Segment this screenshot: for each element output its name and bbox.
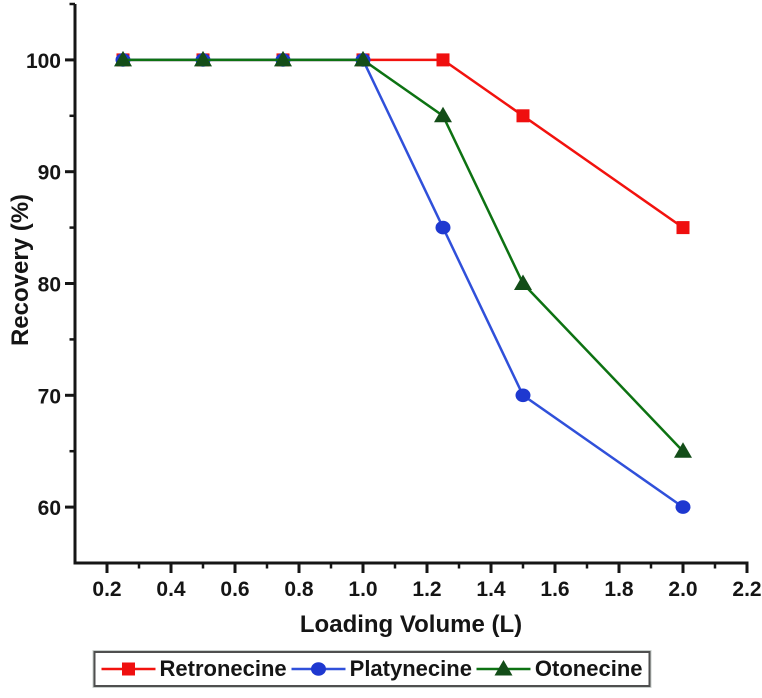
svg-text:70: 70 <box>38 385 61 408</box>
legend-item-otonecine: Otonecine <box>476 656 643 682</box>
svg-text:100: 100 <box>26 50 61 73</box>
legend-label-otonecine: Otonecine <box>534 656 643 681</box>
x-axis-title: Loading Volume (L) <box>299 611 523 638</box>
svg-text:1.6: 1.6 <box>540 578 569 601</box>
legend-label-platynecine: Platynecine <box>349 656 472 681</box>
svg-text:0.8: 0.8 <box>284 578 314 601</box>
svg-text:0.4: 0.4 <box>156 578 186 601</box>
svg-text:60: 60 <box>38 497 61 520</box>
legend-item-platynecine: Platynecine <box>291 656 472 682</box>
legend-label-retronecine: Retronecine <box>159 656 287 681</box>
svg-text:1.2: 1.2 <box>412 578 441 601</box>
legend-item-retronecine: Retronecine <box>101 656 287 682</box>
legend: Retronecine Platynecine Otonecine <box>93 651 651 687</box>
svg-text:1.4: 1.4 <box>476 578 506 601</box>
platynecine-circle-marker-icon <box>291 662 346 676</box>
svg-text:80: 80 <box>38 274 61 297</box>
svg-text:2.2: 2.2 <box>732 578 761 601</box>
svg-text:0.6: 0.6 <box>220 578 249 601</box>
svg-text:1.8: 1.8 <box>604 578 634 601</box>
otonecine-triangle-marker-icon <box>476 660 531 676</box>
retronecine-square-marker-icon <box>101 662 156 676</box>
y-axis-title: Recovery (%) <box>7 193 34 347</box>
svg-text:0.2: 0.2 <box>92 578 121 601</box>
svg-text:2.0: 2.0 <box>668 578 697 601</box>
svg-text:90: 90 <box>38 162 61 185</box>
svg-text:1.0: 1.0 <box>348 578 377 601</box>
